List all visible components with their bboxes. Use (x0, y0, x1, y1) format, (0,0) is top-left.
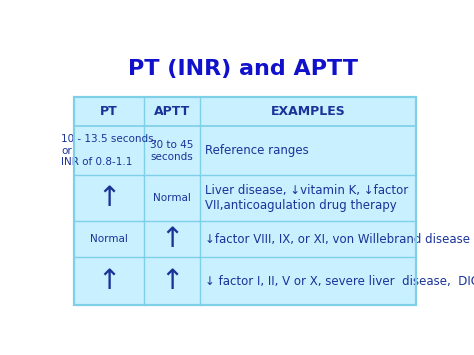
Text: Liver disease, ↓vitamin K, ↓factor
VII,anticoagulation drug therapy: Liver disease, ↓vitamin K, ↓factor VII,a… (205, 184, 409, 212)
Text: Normal: Normal (153, 193, 191, 203)
Text: EXAMPLES: EXAMPLES (271, 105, 346, 118)
Text: 30 to 45
seconds: 30 to 45 seconds (150, 140, 194, 162)
Text: ↑: ↑ (97, 184, 120, 212)
Text: PT: PT (100, 105, 118, 118)
Text: ↑: ↑ (161, 225, 184, 253)
Text: Reference ranges: Reference ranges (205, 144, 309, 157)
Text: PT (INR) and APTT: PT (INR) and APTT (128, 59, 358, 78)
Text: 10 - 13.5 seconds,
or
INR of 0.8-1.1: 10 - 13.5 seconds, or INR of 0.8-1.1 (61, 134, 157, 167)
Text: APTT: APTT (154, 105, 190, 118)
FancyBboxPatch shape (74, 97, 416, 305)
Text: ↑: ↑ (161, 267, 184, 295)
Text: ↑: ↑ (97, 267, 120, 295)
Text: Normal: Normal (90, 234, 128, 244)
Text: ↓ factor I, II, V or X, severe liver  disease,  DIC: ↓ factor I, II, V or X, severe liver dis… (205, 275, 474, 288)
Text: ↓factor VIII, IX, or XI, von Willebrand disease: ↓factor VIII, IX, or XI, von Willebrand … (205, 233, 471, 246)
